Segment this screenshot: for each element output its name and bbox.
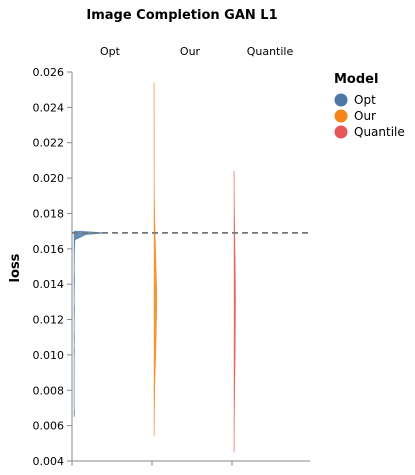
- y-tick-label: 0.022: [33, 137, 65, 150]
- x-axis: [71, 460, 310, 466]
- y-axis: 0.026 0.024 0.022 0.020 0.018 0.016 0.014 0.012…: [33, 66, 73, 468]
- legend-swatch-quantile: [334, 125, 348, 139]
- legend: Model Opt Our Quantile: [334, 72, 405, 139]
- column-header-opt: Opt: [100, 45, 121, 58]
- y-tick-label: 0.024: [33, 101, 65, 114]
- y-tick-label: 0.012: [33, 314, 65, 327]
- legend-swatch-opt: [334, 93, 348, 107]
- y-tick-label: 0.018: [33, 207, 65, 220]
- y-tick-label: 0.014: [33, 278, 65, 291]
- legend-label-opt: Opt: [354, 93, 376, 107]
- y-tick-label: 0.026: [33, 66, 65, 79]
- violin-our: [153, 82, 158, 437]
- legend-swatch-our: [334, 109, 348, 123]
- legend-label-quantile: Quantile: [354, 125, 405, 139]
- y-tick-label: 0.006: [33, 420, 65, 433]
- y-axis-title: loss: [8, 253, 23, 282]
- y-tick-label: 0.020: [33, 172, 65, 185]
- y-tick-label: 0.004: [33, 455, 65, 468]
- y-tick-label: 0.016: [33, 243, 65, 256]
- column-header-quantile: Quantile: [247, 45, 294, 58]
- column-header-our: Our: [180, 45, 201, 58]
- chart-title: Image Completion GAN L1: [86, 8, 277, 23]
- y-tick-label: 0.010: [33, 349, 65, 362]
- legend-label-our: Our: [354, 109, 376, 123]
- violin-opt: [73, 230, 108, 418]
- violins: [73, 82, 236, 453]
- y-tick-label: 0.008: [33, 384, 65, 397]
- legend-title: Model: [334, 72, 378, 87]
- column-headers: Opt Our Quantile: [100, 45, 293, 58]
- violin-quantile: [233, 170, 236, 453]
